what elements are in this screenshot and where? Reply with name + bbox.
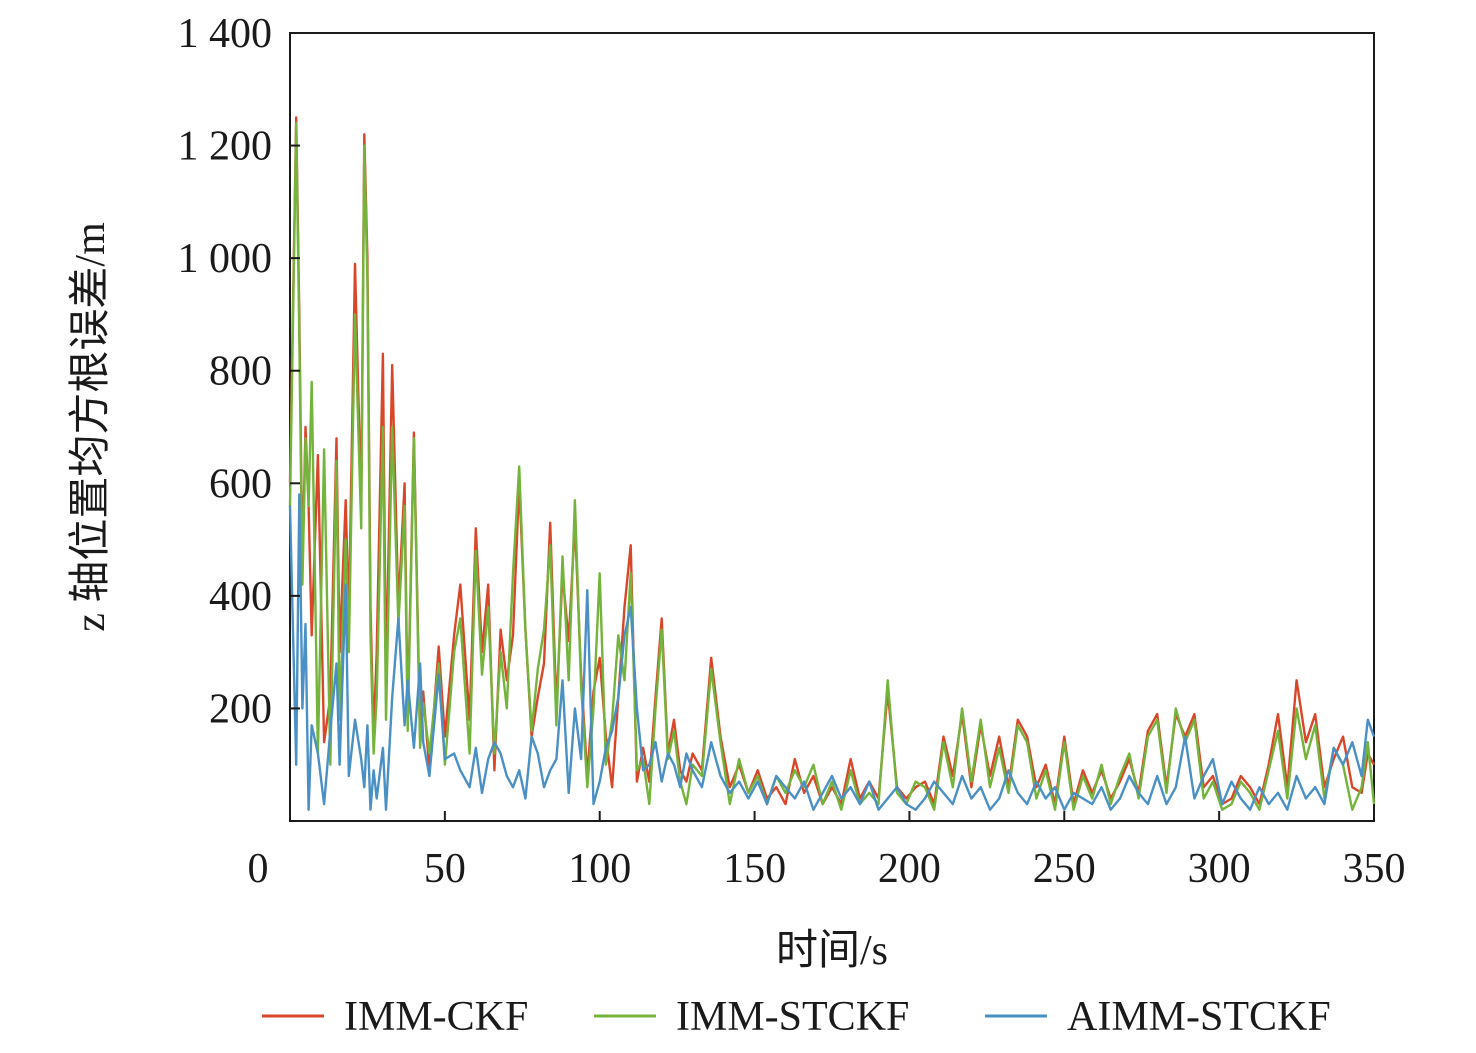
plot-frame <box>289 32 1375 822</box>
legend: IMM-CKF IMM-STCKF AIMM-STCKF <box>262 994 1331 1040</box>
y-tick-label: 1 400 <box>178 11 273 57</box>
y-tick-label: 600 <box>209 461 272 507</box>
x-tick-label: 50 <box>424 846 466 892</box>
series-layer <box>288 116 1376 811</box>
y-axis: 200 400 600 800 1 000 1 200 1 400 <box>178 11 300 732</box>
series-line-1 <box>288 121 1376 811</box>
x-tick-label: 300 <box>1188 846 1251 892</box>
series-line-0 <box>288 116 1376 806</box>
legend-label: IMM-CKF <box>344 994 528 1040</box>
y-tick-label: 400 <box>209 574 272 620</box>
x-axis-label: 时间/s <box>776 928 888 974</box>
y-tick-label: 1 000 <box>178 236 273 282</box>
x-tick-label: 350 <box>1343 846 1406 892</box>
x-tick-label: 200 <box>878 846 941 892</box>
x-tick-label: 250 <box>1033 846 1096 892</box>
y-tick-label: 200 <box>209 686 272 732</box>
x-tick-label: 0 <box>248 846 269 892</box>
legend-label: IMM-STCKF <box>676 994 909 1040</box>
y-tick-label: 1 200 <box>178 124 273 170</box>
y-axis-label: z 轴位置均方根误差/m <box>67 222 114 632</box>
x-axis: 0 50 100 150 200 250 300 350 <box>248 811 1406 892</box>
y-tick-label: 800 <box>209 349 272 395</box>
series-line-2 <box>288 493 1376 811</box>
x-tick-label: 150 <box>723 846 786 892</box>
legend-label: AIMM-STCKF <box>1067 994 1331 1040</box>
x-tick-label: 100 <box>568 846 631 892</box>
